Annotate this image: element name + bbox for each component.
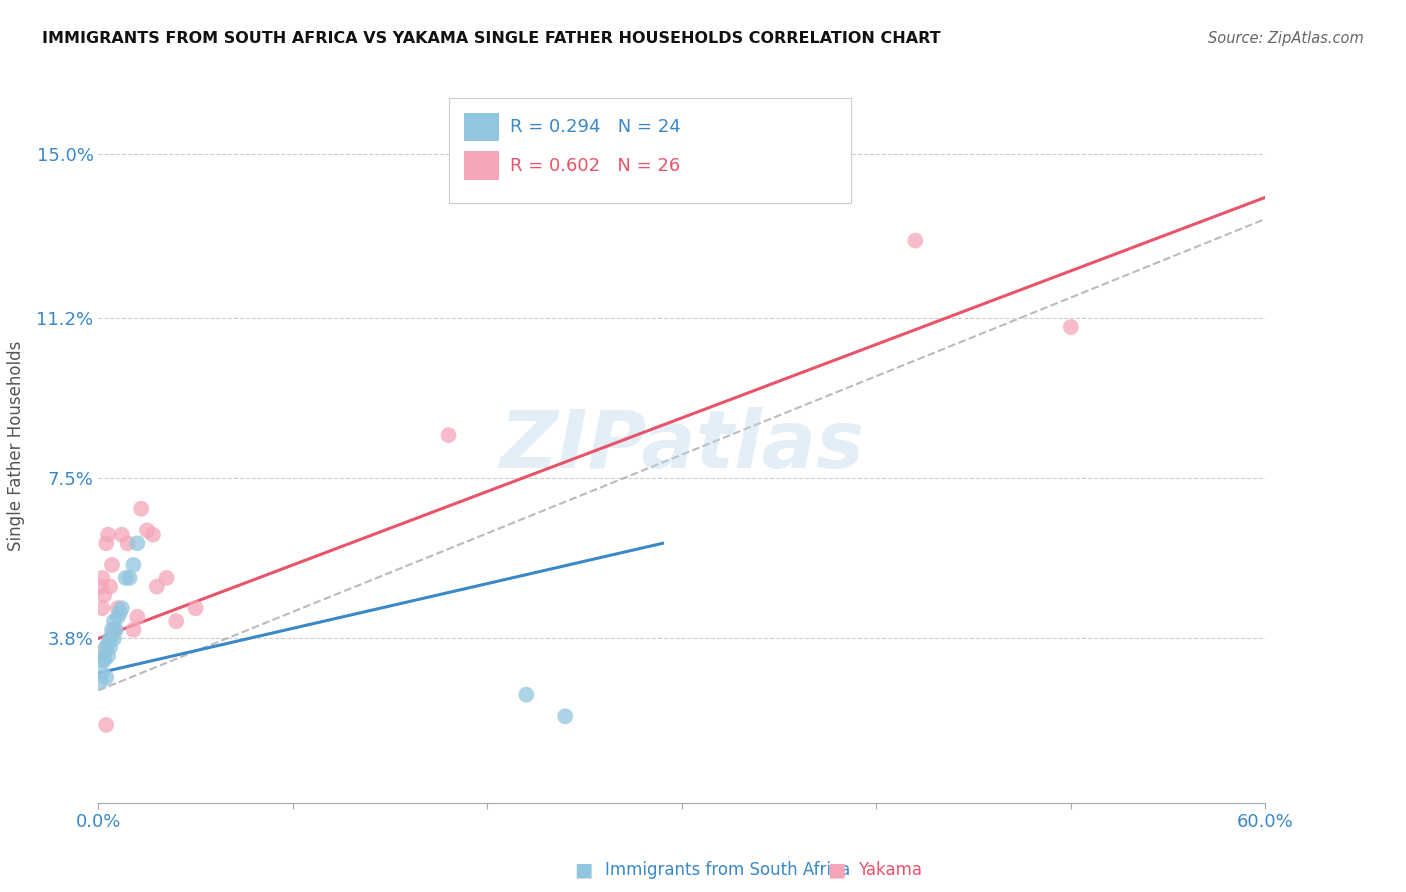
Point (96, 640, 118, 654)
Text: Immigrants from South Africa: Immigrants from South Africa (605, 861, 849, 879)
Point (91, 601, 114, 615)
Point (104, 623, 127, 637)
FancyBboxPatch shape (464, 152, 499, 180)
Point (127, 610, 149, 624)
Point (107, 610, 129, 624)
Text: R = 0.294   N = 24: R = 0.294 N = 24 (510, 118, 681, 136)
Point (111, 527, 134, 541)
Point (165, 614, 187, 628)
Point (437, 428, 460, 442)
Text: R = 0.602   N = 26: R = 0.602 N = 26 (510, 157, 681, 175)
Point (97, 648, 120, 663)
Point (97, 527, 120, 541)
Text: ■: ■ (574, 860, 593, 880)
FancyBboxPatch shape (449, 98, 851, 203)
Point (155, 571, 177, 585)
Point (136, 524, 159, 538)
Point (91, 666, 114, 681)
Text: ■: ■ (827, 860, 846, 880)
Point (103, 623, 125, 637)
Point (515, 688, 537, 702)
Point (93, 653, 115, 667)
Point (91, 571, 114, 585)
Point (142, 527, 165, 541)
Point (98, 580, 121, 594)
Point (93, 588, 115, 602)
Point (98, 640, 121, 654)
Point (93, 648, 115, 663)
Point (554, 709, 576, 723)
Point (127, 536, 149, 550)
Point (122, 623, 145, 637)
Y-axis label: Single Father Households: Single Father Households (7, 341, 25, 551)
Point (97, 636, 120, 650)
Text: ZIPatlas: ZIPatlas (499, 407, 865, 485)
Point (101, 623, 124, 637)
Text: IMMIGRANTS FROM SOUTH AFRICA VS YAKAMA SINGLE FATHER HOUSEHOLDS CORRELATION CHAR: IMMIGRANTS FROM SOUTH AFRICA VS YAKAMA S… (42, 31, 941, 46)
Point (98, 632, 121, 646)
Point (89, 674, 111, 689)
Text: Yakama: Yakama (858, 861, 922, 879)
Point (129, 501, 152, 516)
Point (122, 558, 145, 572)
Point (184, 601, 207, 615)
Point (111, 601, 134, 615)
Point (101, 558, 124, 572)
Point (96, 718, 118, 732)
Point (114, 571, 136, 585)
Point (117, 536, 139, 550)
Point (107, 601, 129, 615)
Point (103, 632, 125, 646)
Point (904, 234, 927, 248)
Point (96, 670, 118, 684)
Point (91, 644, 114, 658)
Text: Source: ZipAtlas.com: Source: ZipAtlas.com (1208, 31, 1364, 46)
Point (118, 571, 141, 585)
Point (108, 606, 131, 620)
FancyBboxPatch shape (464, 112, 499, 141)
Point (89, 580, 111, 594)
Point (103, 614, 125, 628)
Point (146, 580, 169, 594)
Point (91, 653, 114, 667)
Point (1060, 320, 1083, 334)
Point (96, 536, 118, 550)
